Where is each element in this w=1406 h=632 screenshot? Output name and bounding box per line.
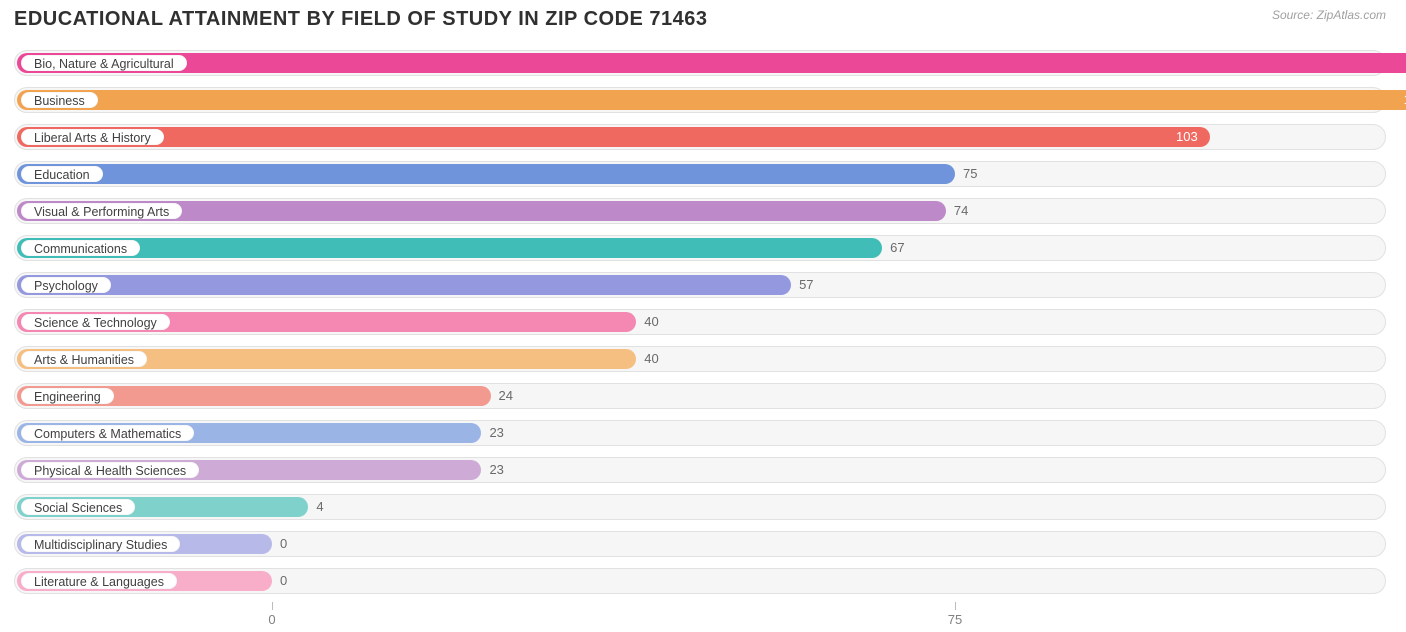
bar-row: Science & Technology 40: [14, 306, 1386, 338]
bar-row: Liberal Arts & History 103: [14, 121, 1386, 153]
bar: [17, 53, 1406, 73]
axis-tick: [955, 602, 956, 610]
bar-row: Physical & Health Sciences 23: [14, 454, 1386, 486]
axis-tick-label: 0: [268, 612, 275, 627]
bar-row: Business128: [14, 84, 1386, 116]
bar: [17, 275, 791, 295]
bar-value: 75: [963, 164, 977, 184]
bar-row: Engineering 24: [14, 380, 1386, 412]
bar-label-pill: Visual & Performing Arts: [21, 203, 182, 219]
bar-label-pill: Education: [21, 166, 103, 182]
bar-label-pill: Physical & Health Sciences: [21, 462, 199, 478]
bar-label-pill: Literature & Languages: [21, 573, 177, 589]
bar-value: 103: [1176, 127, 1198, 147]
chart-header: EDUCATIONAL ATTAINMENT BY FIELD OF STUDY…: [0, 0, 1406, 35]
bar-value: 4: [316, 497, 323, 517]
bar-row: Education 75: [14, 158, 1386, 190]
bar-value: 24: [499, 386, 513, 406]
bar-row: Psychology 57: [14, 269, 1386, 301]
bar-label-pill: Bio, Nature & Agricultural: [21, 55, 187, 71]
bar-row: Multidisciplinary Studies 0: [14, 528, 1386, 560]
bar-value: 40: [644, 349, 658, 369]
bar-label-pill: Psychology: [21, 277, 111, 293]
bar-row: Arts & Humanities 40: [14, 343, 1386, 375]
bar-value: 57: [799, 275, 813, 295]
bar-row: Communications 67: [14, 232, 1386, 264]
bar-value: 0: [280, 571, 287, 591]
bar-value: 23: [489, 460, 503, 480]
bar-label-pill: Social Sciences: [21, 499, 135, 515]
bar-label-pill: Communications: [21, 240, 140, 256]
x-axis: 075150: [14, 602, 1386, 632]
bar-row: Visual & Performing Arts 74: [14, 195, 1386, 227]
bar-label-pill: Computers & Mathematics: [21, 425, 194, 441]
axis-tick-label: 75: [948, 612, 962, 627]
bar: [17, 127, 1210, 147]
bar-label-pill: Business: [21, 92, 98, 108]
bar-label-pill: Science & Technology: [21, 314, 170, 330]
bar-value: 74: [954, 201, 968, 221]
bar-value: 0: [280, 534, 287, 554]
bar-row: Literature & Languages 0: [14, 565, 1386, 597]
chart-plot: Bio, Nature & Agricultural131 Business128…: [14, 47, 1386, 597]
bar: [17, 164, 955, 184]
bar-label-pill: Multidisciplinary Studies: [21, 536, 180, 552]
bar-label-pill: Engineering: [21, 388, 114, 404]
bar-row: Social Sciences 4: [14, 491, 1386, 523]
bar-value: 40: [644, 312, 658, 332]
bar-value: 67: [890, 238, 904, 258]
bar-label-pill: Arts & Humanities: [21, 351, 147, 367]
bar: [17, 238, 882, 258]
bar-label-pill: Liberal Arts & History: [21, 129, 164, 145]
bar: [17, 90, 1406, 110]
chart-source: Source: ZipAtlas.com: [1272, 8, 1386, 22]
chart-title: EDUCATIONAL ATTAINMENT BY FIELD OF STUDY…: [14, 8, 708, 31]
bar-row: Bio, Nature & Agricultural131: [14, 47, 1386, 79]
bar-row: Computers & Mathematics 23: [14, 417, 1386, 449]
chart-area: Bio, Nature & Agricultural131 Business128…: [0, 35, 1406, 632]
axis-tick: [272, 602, 273, 610]
bar-value: 23: [489, 423, 503, 443]
